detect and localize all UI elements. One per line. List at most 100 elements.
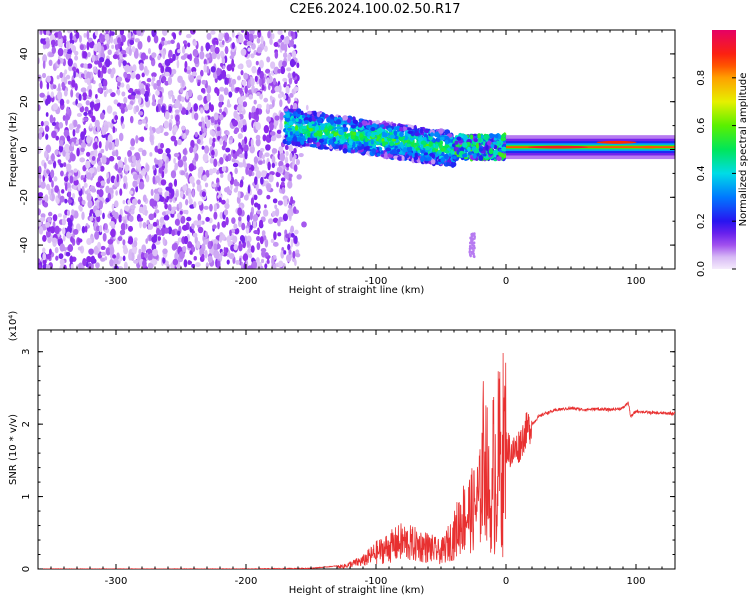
heatmap-cell [211, 183, 217, 188]
heatmap-cell [151, 236, 158, 243]
heatmap-cell [129, 39, 135, 45]
heatmap-cell [90, 255, 96, 265]
heatmap-cell [162, 248, 168, 255]
heatmap-cell [270, 89, 275, 94]
heatmap-cell [167, 90, 173, 96]
heatmap-cell [62, 115, 66, 121]
heatmap-cell [138, 217, 144, 222]
heatmap-cell [185, 190, 189, 196]
heatmap-cell [105, 58, 111, 68]
heatmap-cell [168, 49, 173, 58]
heatmap-cell [221, 166, 226, 172]
heatmap-cell [46, 95, 51, 104]
heatmap-cell [141, 244, 147, 253]
heatmap-cell [38, 165, 42, 175]
heatmap-cell [76, 112, 82, 117]
heatmap-cell [239, 87, 243, 95]
heatmap-cell [147, 48, 152, 55]
heatmap-cell [171, 94, 175, 104]
heatmap-cell [283, 52, 288, 59]
heatmap-cell [238, 162, 244, 168]
heatmap-cell [213, 211, 218, 220]
heatmap-cell [95, 225, 101, 232]
heatmap-cell [174, 162, 178, 171]
colorbar-tick-label: 0.2 [696, 213, 707, 229]
heatmap-cell [62, 227, 66, 235]
heatmap-cell [66, 209, 71, 216]
heatmap-cell [203, 239, 209, 245]
heatmap-cell [173, 178, 178, 187]
heatmap-cell [146, 219, 150, 225]
heatmap-cell [253, 202, 259, 208]
heatmap-cell [95, 262, 100, 269]
heatmap-cell [39, 217, 46, 222]
heatmap-cell [295, 252, 301, 258]
heatmap-cell [133, 240, 138, 248]
heatmap-cell [328, 139, 334, 145]
heatmap-cell [65, 231, 71, 239]
heatmap-cell [500, 137, 506, 142]
heatmap-cell [316, 141, 321, 147]
heatmap-cell [50, 91, 55, 99]
heatmap-cell [117, 81, 121, 87]
heatmap-cell [61, 82, 65, 89]
heatmap-cell [292, 102, 298, 110]
heatmap-cell [358, 122, 363, 128]
heatmap-cell [323, 138, 328, 143]
heatmap-cell [158, 167, 163, 174]
heatmap-cell [219, 86, 225, 92]
heatmap-cell [288, 173, 293, 178]
y-axis-label: Frequency (Hz) [8, 112, 19, 188]
heatmap-cell [87, 63, 93, 69]
heatmap-cell [265, 144, 271, 151]
heatmap-cell [119, 30, 124, 36]
heatmap-cell [120, 34, 127, 43]
heatmap-cell [204, 115, 209, 123]
heatmap-cell [38, 226, 44, 235]
heatmap-cell [46, 169, 51, 175]
heatmap-cell [162, 256, 166, 264]
heatmap-cell [224, 46, 229, 55]
heatmap-cell [68, 64, 73, 72]
heatmap-cell [38, 264, 42, 269]
heatmap-cell [276, 181, 279, 188]
heatmap-cell [431, 148, 436, 153]
heatmap-cell [153, 200, 158, 207]
heatmap-cell [338, 130, 344, 136]
heatmap-cell [38, 104, 41, 111]
heatmap-cell [405, 143, 412, 148]
heatmap-cell [436, 138, 441, 143]
heatmap-cell [170, 39, 175, 44]
heatmap-cell [96, 165, 101, 173]
heatmap-cell [214, 46, 220, 54]
heatmap-cell [42, 259, 47, 265]
y-tick-label: 3 [21, 349, 32, 355]
heatmap-cell [240, 95, 246, 101]
heatmap-cell [67, 58, 73, 67]
heatmap-cell [140, 88, 146, 95]
heatmap-cell [95, 93, 98, 99]
heatmap-cell [407, 127, 412, 131]
heatmap-cell [306, 110, 313, 115]
heatmap-cell [52, 214, 58, 222]
heatmap-cell [141, 119, 147, 124]
heatmap-cell [58, 253, 64, 260]
heatmap-cell [288, 145, 293, 152]
heatmap-cell [389, 134, 396, 139]
heatmap-cell [177, 139, 182, 146]
heatmap-cell [181, 45, 186, 54]
heatmap-cell [311, 144, 317, 148]
heatmap-cell [138, 95, 142, 105]
heatmap-cell [299, 133, 304, 137]
heatmap-cell [261, 154, 265, 160]
heatmap-cell [287, 180, 293, 189]
heatmap-cell [195, 262, 201, 268]
heatmap-cell [189, 176, 195, 184]
heatmap-cell [49, 226, 56, 234]
heatmap-cell [49, 114, 54, 124]
heatmap-cell [350, 124, 357, 129]
heatmap-cell [45, 144, 52, 154]
heatmap-cell [213, 112, 219, 121]
heatmap-cell [233, 110, 238, 119]
heatmap-cell [228, 139, 233, 145]
